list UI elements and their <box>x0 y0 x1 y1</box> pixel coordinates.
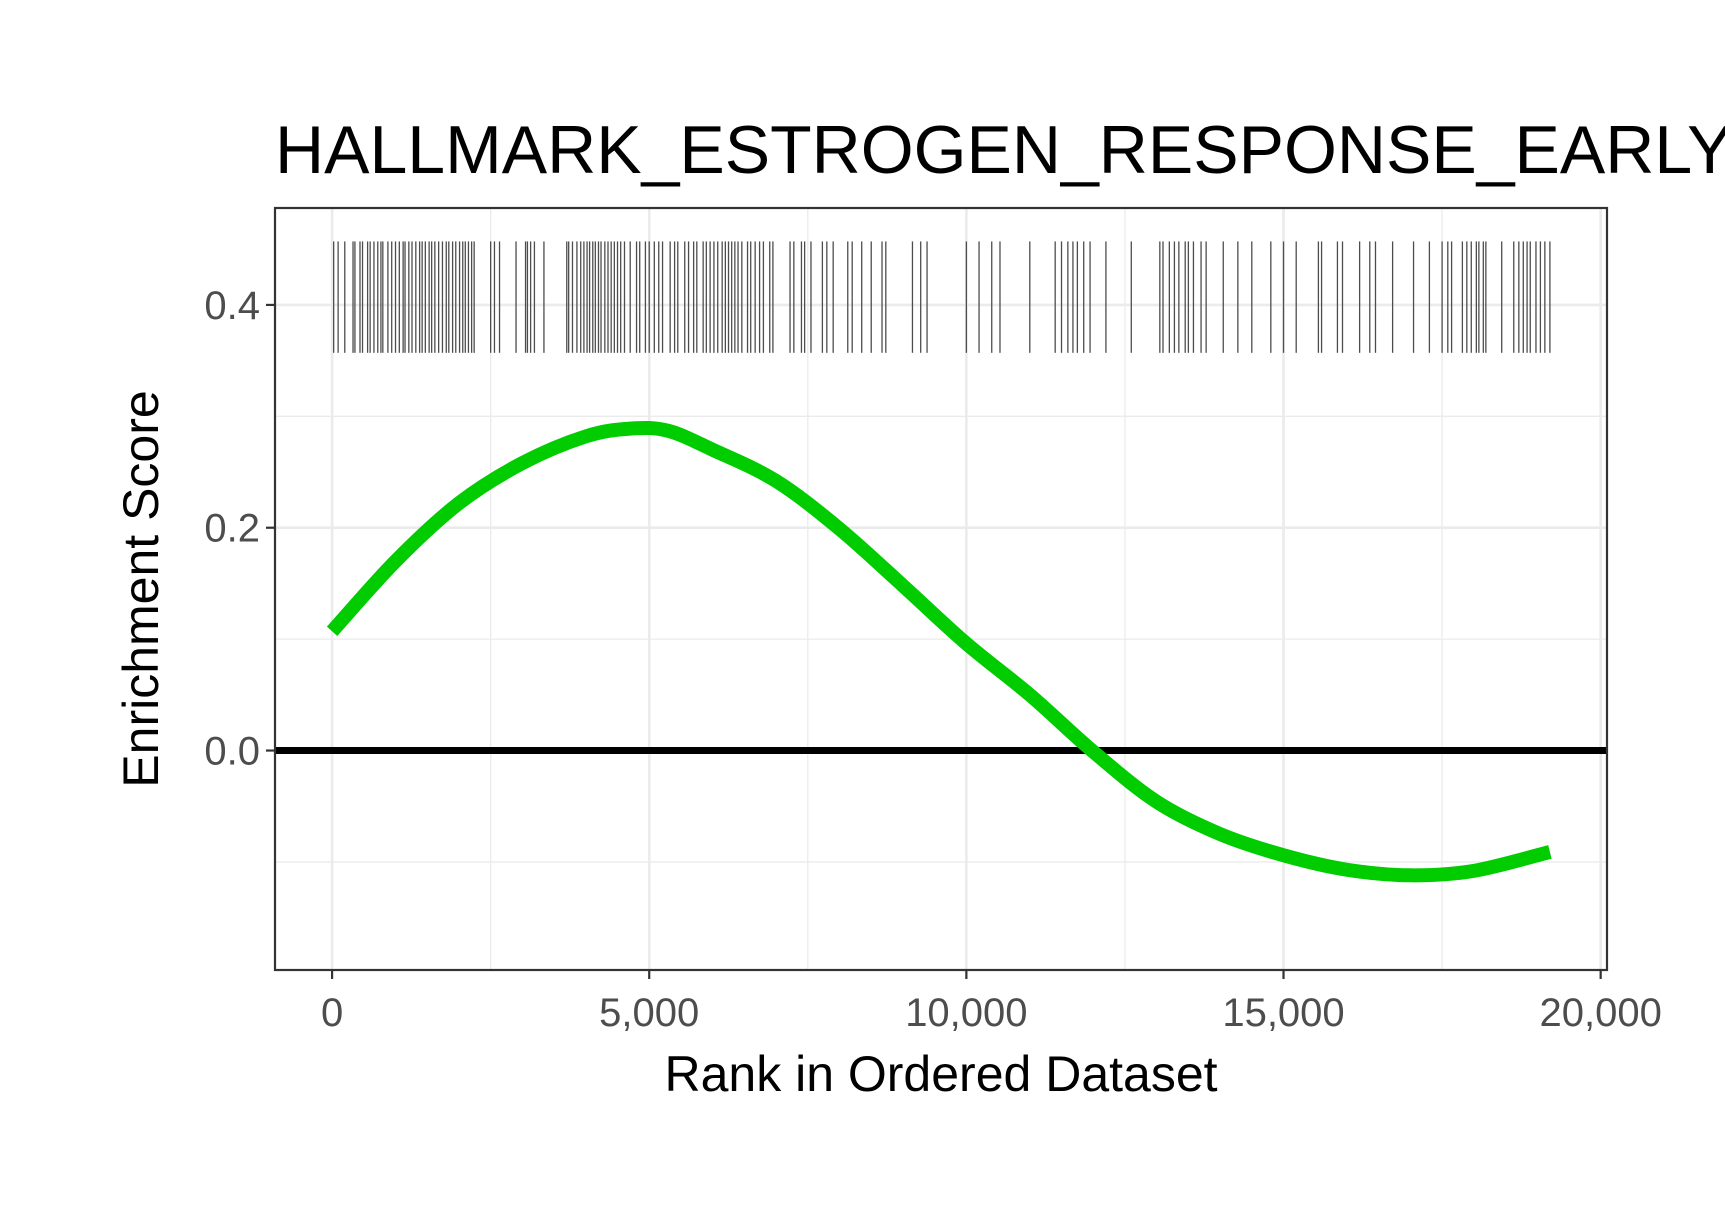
y-axis-ticks: 0.0 0.2 0.4 <box>204 284 275 774</box>
x-tick-label: 5,000 <box>599 991 699 1035</box>
y-axis-title: Enrichment Score <box>113 390 169 787</box>
chart-title: HALLMARK_ESTROGEN_RESPONSE_EARLY <box>275 112 1725 188</box>
x-tick-label: 10,000 <box>905 991 1027 1035</box>
x-tick-label: 20,000 <box>1539 991 1661 1035</box>
y-tick-label: 0.2 <box>204 507 260 551</box>
plot-panel <box>275 208 1607 970</box>
gene-hit-rug <box>333 241 1551 353</box>
x-tick-label: 0 <box>321 991 343 1035</box>
series-layer <box>326 420 1552 883</box>
y-tick-label: 0.4 <box>204 284 260 328</box>
x-tick-label: 15,000 <box>1222 991 1344 1035</box>
x-axis-title: Rank in Ordered Dataset <box>664 1046 1217 1102</box>
x-axis-ticks: 0 5,000 10,000 15,000 20,000 <box>321 970 1662 1035</box>
y-tick-label: 0.0 <box>204 730 260 774</box>
enrichment-score-line <box>326 420 1552 883</box>
panel-border <box>273 206 1609 972</box>
